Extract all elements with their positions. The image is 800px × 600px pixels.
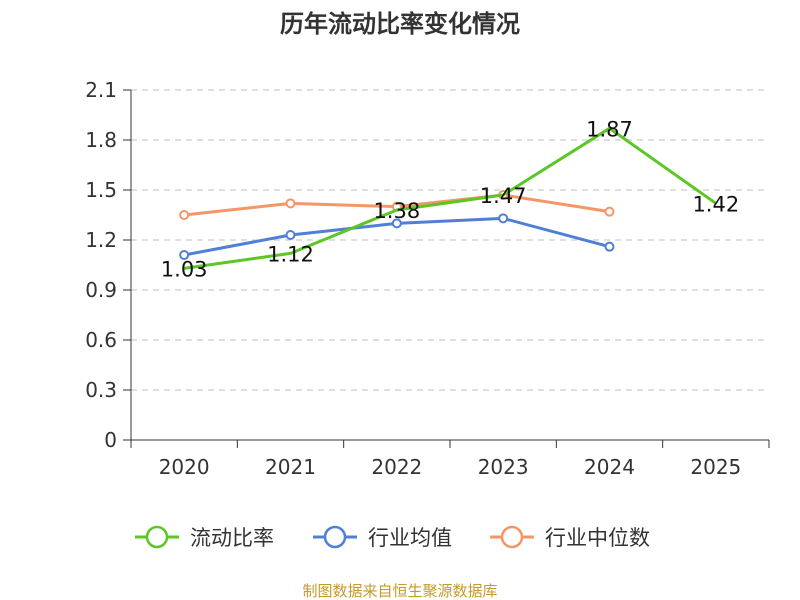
y-tick-label: 0 [104, 428, 117, 452]
data-point[interactable] [604, 206, 615, 217]
y-tick-label: 1.8 [85, 128, 117, 152]
legend-label: 行业中位数 [545, 526, 650, 550]
data-labels: 1.03 1.12 1.38 1.47 1.87 1.42 [161, 117, 739, 281]
x-tick-label: 2021 [265, 455, 316, 479]
data-point[interactable] [391, 218, 402, 229]
x-tick-label: 2024 [584, 455, 635, 479]
series-1 [179, 213, 615, 260]
y-tick-label: 0.3 [85, 378, 117, 402]
x-tick-label: 2022 [371, 455, 422, 479]
data-point[interactable] [498, 213, 509, 224]
y-tick-label: 2.1 [85, 78, 117, 102]
x-tick-label: 2025 [690, 455, 741, 479]
y-tick-label: 0.6 [85, 328, 117, 352]
data-label: 1.42 [692, 192, 739, 216]
legend-marker [500, 525, 524, 549]
legend-label: 行业均值 [368, 526, 452, 550]
y-tick-label: 0.9 [85, 278, 117, 302]
data-label: 1.03 [161, 257, 208, 281]
series-2 [179, 190, 615, 220]
y-tick-label: 1.2 [85, 228, 117, 252]
axes: 0 0.3 0.6 0.9 1.2 1.5 1.8 2.1 2020 2021 2022 2023 20… [85, 78, 770, 479]
data-point[interactable] [285, 230, 296, 240]
y-tick-label: 1.5 [85, 178, 117, 202]
data-point[interactable] [179, 210, 190, 220]
data-label: 1.47 [480, 184, 527, 208]
legend-item-0[interactable]: 流动比率 [135, 525, 274, 550]
legend-item-2[interactable]: 行业中位数 [490, 525, 650, 550]
legend-marker [145, 525, 169, 549]
chart-title: 历年流动比率变化情况 [280, 10, 520, 38]
data-label: 1.87 [586, 117, 633, 141]
data-point[interactable] [285, 198, 296, 209]
data-label: 1.38 [373, 199, 420, 223]
grid-lines [131, 89, 769, 391]
data-point[interactable] [604, 241, 615, 252]
series-0 [183, 126, 717, 270]
legend-item-1[interactable]: 行业均值 [313, 525, 452, 550]
legend[interactable]: 流动比率 行业均值 行业中位数 [135, 525, 650, 550]
source-note: 制图数据来自恒生聚源数据库 [302, 582, 497, 600]
data-label: 1.12 [267, 242, 314, 266]
legend-label: 流动比率 [190, 526, 274, 550]
legend-marker [323, 525, 347, 549]
x-tick-label: 2023 [478, 455, 529, 479]
x-tick-label: 2020 [159, 455, 210, 479]
series-line [183, 126, 717, 270]
series-group [179, 126, 717, 270]
data-point[interactable] [179, 250, 190, 260]
